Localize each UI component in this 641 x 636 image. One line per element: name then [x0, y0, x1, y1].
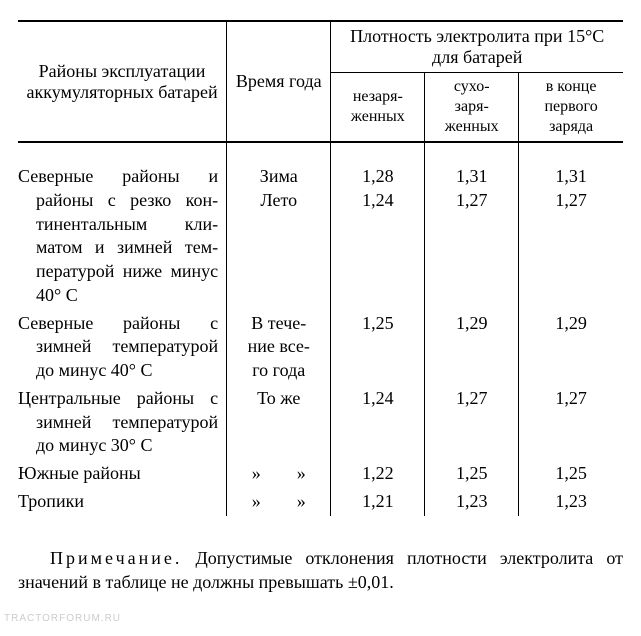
table-row: Северные районы и районы с резко кон­тин…	[18, 163, 623, 310]
table-row: Тропики» »1,211,231,23	[18, 488, 623, 516]
cell-season: ЗимаЛето	[227, 163, 331, 310]
cell-density-uncharged: 1,24	[331, 385, 425, 460]
header-sub-uncharged: незаря-женных	[331, 73, 425, 143]
cell-density-uncharged: 1,25	[331, 310, 425, 385]
cell-density-firstcharge: 1,29	[519, 310, 623, 385]
cell-season: В тече-ние все-го года	[227, 310, 331, 385]
density-table: Районы эксплуатации аккумуляторных батар…	[18, 20, 623, 516]
table-row: Южные районы» »1,221,251,25	[18, 460, 623, 488]
table-row: Северные районы с зимней температу­рой д…	[18, 310, 623, 385]
table-row: Центральные районы с зимней температу­ро…	[18, 385, 623, 460]
table-body: Северные районы и районы с резко кон­тин…	[18, 142, 623, 516]
cell-season: То же	[227, 385, 331, 460]
cell-density-uncharged: 1,22	[331, 460, 425, 488]
cell-density-drycharged: 1,311,27	[425, 163, 519, 310]
header-density-group: Плотность электролита при 15°С для батар…	[331, 21, 623, 73]
cell-density-drycharged: 1,29	[425, 310, 519, 385]
header-season: Время года	[227, 21, 331, 142]
header-sub-drycharged: сухо-заря-женных	[425, 73, 519, 143]
cell-region: Центральные районы с зимней температу­ро…	[18, 385, 227, 460]
cell-region: Южные районы	[18, 460, 227, 488]
cell-density-drycharged: 1,23	[425, 488, 519, 516]
cell-density-firstcharge: 1,23	[519, 488, 623, 516]
cell-density-firstcharge: 1,311,27	[519, 163, 623, 310]
cell-density-drycharged: 1,27	[425, 385, 519, 460]
footnote-label: Примечание.	[50, 548, 182, 568]
cell-density-firstcharge: 1,27	[519, 385, 623, 460]
cell-density-uncharged: 1,21	[331, 488, 425, 516]
cell-density-uncharged: 1,281,24	[331, 163, 425, 310]
cell-season: » »	[227, 488, 331, 516]
header-sub-firstcharge: в конце первого заряда	[519, 73, 623, 143]
cell-density-drycharged: 1,25	[425, 460, 519, 488]
cell-density-firstcharge: 1,25	[519, 460, 623, 488]
cell-season: » »	[227, 460, 331, 488]
cell-region: Северные районы и районы с резко кон­тин…	[18, 163, 227, 310]
cell-region: Северные районы с зимней температу­рой д…	[18, 310, 227, 385]
cell-region: Тропики	[18, 488, 227, 516]
watermark: TRACTORFORUM.RU	[4, 613, 121, 624]
footnote: Примечание. Допустимые отклонения плотно…	[18, 546, 623, 595]
header-region: Районы эксплуатации аккумуляторных батар…	[18, 21, 227, 142]
